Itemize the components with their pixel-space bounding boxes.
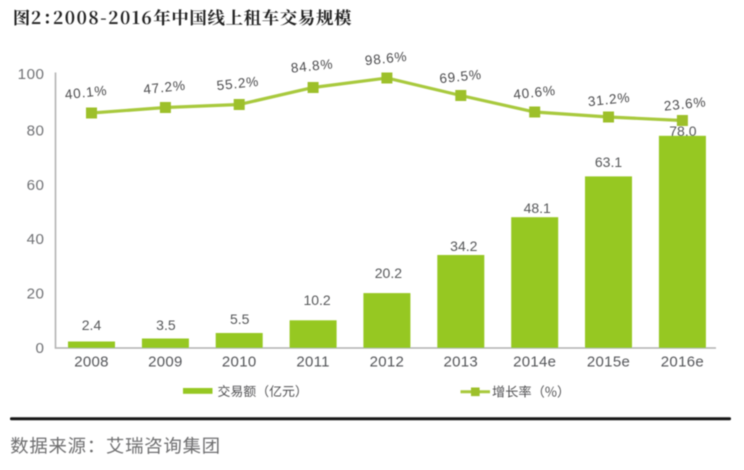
svg-text:3.5: 3.5 (156, 317, 176, 333)
svg-text:5.5: 5.5 (230, 311, 250, 327)
svg-text:48.1: 48.1 (524, 200, 551, 216)
svg-text:47.2%: 47.2% (143, 78, 187, 97)
svg-text:60: 60 (27, 177, 45, 194)
svg-text:31.2%: 31.2% (587, 90, 631, 109)
svg-text:23.6%: 23.6% (663, 94, 707, 113)
svg-text:2011: 2011 (296, 354, 329, 371)
svg-text:100: 100 (18, 66, 45, 83)
svg-text:2008: 2008 (74, 354, 109, 371)
svg-text:40.6%: 40.6% (513, 83, 557, 102)
svg-text:2013: 2013 (444, 354, 479, 371)
svg-text:69.5%: 69.5% (439, 67, 483, 86)
svg-text:20: 20 (27, 286, 45, 303)
svg-text:40.1%: 40.1% (64, 83, 108, 102)
svg-text:98.6%: 98.6% (364, 49, 408, 68)
svg-text:80: 80 (27, 122, 45, 139)
svg-text:2015e: 2015e (587, 354, 630, 371)
svg-text:78.0: 78.0 (669, 123, 696, 139)
svg-text:2012: 2012 (370, 354, 405, 371)
svg-text:2009: 2009 (148, 354, 183, 371)
svg-text:40: 40 (27, 231, 45, 248)
svg-text:10.2: 10.2 (303, 292, 330, 308)
svg-text:2014e: 2014e (513, 354, 556, 371)
svg-text:55.2%: 55.2% (216, 74, 260, 93)
svg-text:2010: 2010 (222, 354, 257, 371)
svg-text:2.4: 2.4 (82, 317, 102, 333)
svg-text:0: 0 (36, 340, 45, 357)
svg-text:63.1: 63.1 (595, 154, 622, 170)
svg-text:2016e: 2016e (661, 354, 704, 371)
svg-text:84.8%: 84.8% (290, 56, 334, 75)
svg-text:34.2: 34.2 (450, 238, 477, 254)
svg-text:20.2: 20.2 (375, 265, 402, 281)
